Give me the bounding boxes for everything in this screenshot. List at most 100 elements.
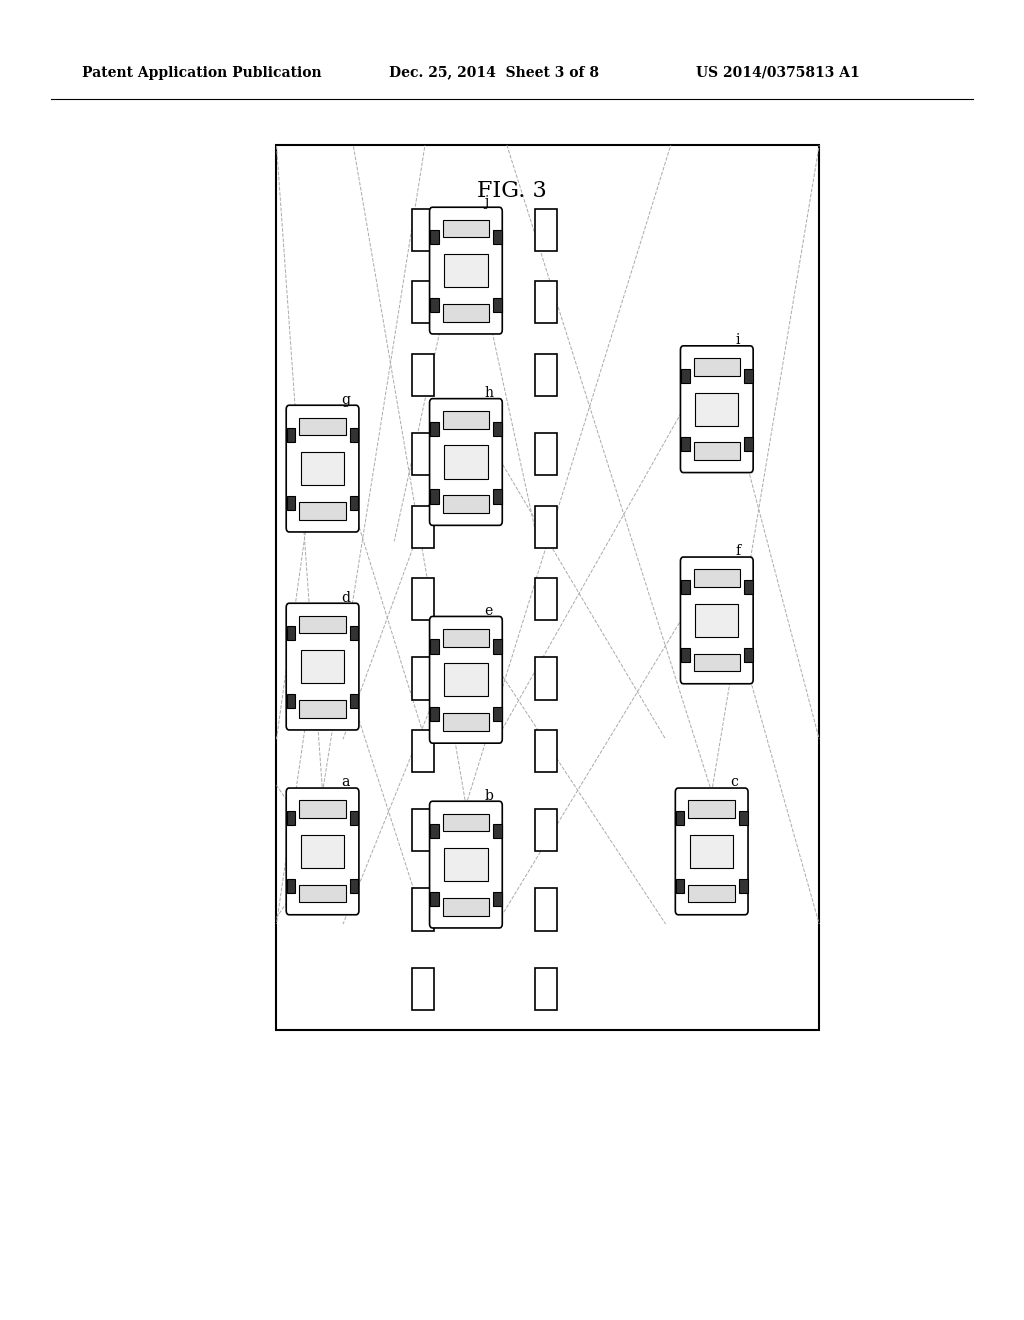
Bar (494, 490, 502, 504)
Bar (350, 496, 358, 511)
Bar (739, 879, 748, 892)
Bar (430, 639, 438, 653)
FancyBboxPatch shape (430, 207, 502, 334)
Bar (412, 657, 434, 700)
Bar (535, 809, 557, 851)
Bar (412, 888, 434, 931)
Bar (301, 451, 344, 486)
Bar (287, 496, 295, 511)
Bar (494, 639, 502, 653)
Bar (693, 653, 740, 672)
Bar (430, 824, 438, 838)
Text: h: h (484, 385, 494, 400)
Bar (444, 253, 487, 288)
Bar (430, 230, 438, 244)
Bar (350, 810, 358, 825)
Bar (350, 879, 358, 892)
FancyBboxPatch shape (676, 788, 748, 915)
Bar (676, 879, 684, 892)
Bar (444, 445, 487, 479)
Bar (494, 892, 502, 906)
Bar (430, 421, 438, 436)
FancyBboxPatch shape (680, 557, 754, 684)
FancyBboxPatch shape (286, 788, 358, 915)
Bar (535, 968, 557, 1010)
Bar (494, 230, 502, 244)
Bar (688, 800, 735, 818)
Bar (693, 569, 740, 587)
Bar (494, 708, 502, 721)
Bar (681, 437, 689, 451)
Bar (535, 578, 557, 620)
Bar (442, 304, 489, 322)
Bar (442, 219, 489, 238)
Bar (412, 578, 434, 620)
Bar (535, 433, 557, 475)
Bar (430, 490, 438, 504)
Text: Dec. 25, 2014  Sheet 3 of 8: Dec. 25, 2014 Sheet 3 of 8 (389, 66, 599, 79)
Bar (299, 615, 346, 634)
Bar (299, 884, 346, 903)
Bar (535, 888, 557, 931)
Bar (681, 368, 689, 383)
Text: c: c (730, 775, 738, 789)
Bar (676, 810, 684, 825)
FancyBboxPatch shape (286, 405, 358, 532)
Bar (430, 708, 438, 721)
Bar (287, 694, 295, 708)
Bar (535, 354, 557, 396)
Bar (744, 579, 753, 594)
FancyBboxPatch shape (430, 616, 502, 743)
Bar (350, 428, 358, 442)
Bar (442, 628, 489, 647)
FancyBboxPatch shape (286, 603, 358, 730)
Bar (299, 502, 346, 520)
Bar (681, 579, 689, 594)
Bar (287, 879, 295, 892)
Bar (744, 437, 753, 451)
FancyBboxPatch shape (430, 801, 502, 928)
Text: d: d (341, 590, 350, 605)
Text: FIG. 3: FIG. 3 (477, 181, 547, 202)
Bar (430, 298, 438, 313)
Bar (494, 824, 502, 838)
Bar (744, 648, 753, 661)
Bar (412, 809, 434, 851)
Bar (287, 428, 295, 442)
Bar (744, 368, 753, 383)
Text: e: e (484, 603, 493, 618)
Bar (695, 392, 738, 426)
FancyBboxPatch shape (680, 346, 754, 473)
FancyBboxPatch shape (430, 399, 502, 525)
Bar (695, 603, 738, 638)
Bar (535, 281, 557, 323)
Bar (412, 209, 434, 251)
Bar (299, 700, 346, 718)
Text: i: i (735, 333, 739, 347)
Bar (444, 663, 487, 697)
Text: a: a (341, 775, 349, 789)
Bar (693, 358, 740, 376)
Bar (412, 968, 434, 1010)
Bar (301, 649, 344, 684)
Bar (739, 810, 748, 825)
Bar (693, 442, 740, 461)
Bar (535, 730, 557, 772)
Bar (276, 145, 819, 1030)
Text: US 2014/0375813 A1: US 2014/0375813 A1 (696, 66, 860, 79)
Bar (535, 209, 557, 251)
Bar (690, 834, 733, 869)
Bar (681, 648, 689, 661)
Bar (442, 898, 489, 916)
Bar (442, 411, 489, 429)
Bar (442, 813, 489, 832)
Text: f: f (735, 544, 740, 558)
Bar (301, 834, 344, 869)
Bar (442, 713, 489, 731)
Bar (444, 847, 487, 882)
Bar (412, 730, 434, 772)
Bar (350, 694, 358, 708)
Bar (412, 281, 434, 323)
Bar (350, 626, 358, 640)
Bar (535, 657, 557, 700)
